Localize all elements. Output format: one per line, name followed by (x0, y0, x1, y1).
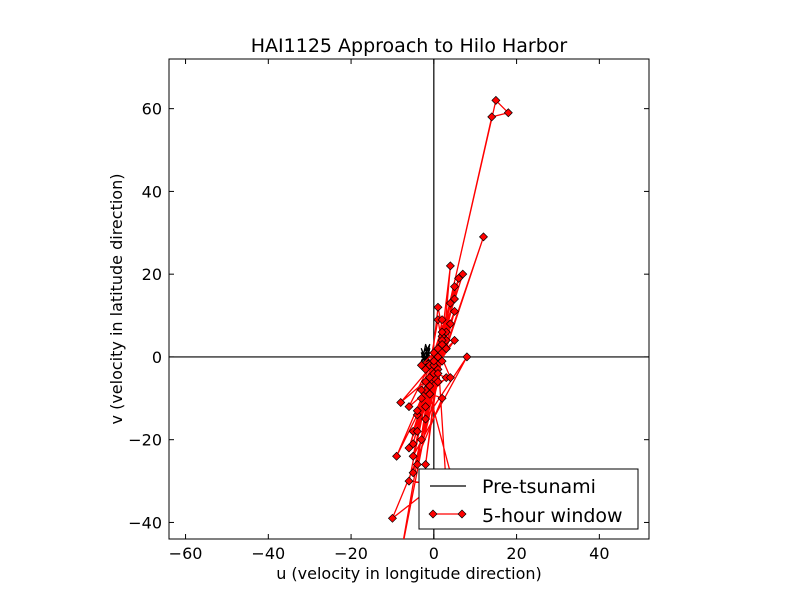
data-point-5-hour-window (433, 302, 443, 312)
data-point-5-hour-window (412, 406, 422, 416)
y-tick-label: −40 (128, 513, 162, 532)
data-point-5-hour-window (437, 315, 447, 325)
data-point-5-hour-window (445, 261, 455, 271)
x-tick-label: 20 (506, 544, 526, 563)
plot-area (168, 58, 650, 540)
y-tick-label: 20 (142, 265, 162, 284)
data-point-5-hour-window (408, 468, 418, 478)
data-point-5-hour-window (408, 451, 418, 461)
legend-marker-5-hour-window (428, 509, 438, 519)
legend: Pre-tsunami 5-hour window (418, 468, 639, 530)
data-point-5-hour-window (450, 306, 460, 316)
data-point-5-hour-window (412, 460, 422, 470)
data-point-5-hour-window (491, 95, 501, 105)
x-tick-label: 0 (429, 544, 439, 563)
data-point-5-hour-window (437, 393, 447, 403)
x-tick-label: −40 (251, 544, 285, 563)
data-point-5-hour-window (503, 108, 513, 118)
data-point-5-hour-window (421, 377, 431, 387)
legend-marker-5-hour-window (457, 509, 467, 519)
data-point-5-hour-window (397, 552, 405, 560)
data-point-5-hour-window (450, 335, 460, 345)
data-point-5-hour-window (392, 451, 402, 461)
y-tick-labels: −40 −20 0 20 40 60 (128, 100, 162, 533)
data-point-5-hour-window (396, 397, 406, 407)
data-point-5-hour-window (416, 385, 426, 395)
data-point-5-hour-window (478, 232, 488, 242)
data-point-5-hour-window (450, 282, 460, 292)
data-point-5-hour-window (412, 426, 422, 436)
data-point-5-hour-window (404, 476, 414, 486)
data-point-5-hour-window (462, 352, 472, 362)
x-tick-label: 40 (589, 544, 609, 563)
y-tick-label: 40 (142, 182, 162, 201)
data-point-5-hour-window (404, 402, 414, 412)
data-point-5-hour-window (425, 389, 435, 399)
x-tick-label: −20 (334, 544, 368, 563)
y-tick-label: −20 (128, 431, 162, 450)
legend-markers (428, 509, 467, 519)
data-point-5-hour-window (445, 319, 455, 329)
y-tick-label: 60 (142, 100, 162, 119)
legend-label-5-hour-window: 5-hour window (482, 505, 623, 527)
data-point-5-hour-window (421, 402, 431, 412)
x-tick-label: −60 (169, 544, 203, 563)
data-point-5-hour-window (487, 112, 497, 122)
data-point-5-hour-window (416, 393, 426, 403)
x-axis-label: u (velocity in longitude direction) (276, 564, 542, 583)
legend-box (418, 468, 639, 530)
chart-title: HAI1125 Approach to Hilo Harbor (251, 35, 568, 57)
y-axis-label: v (velocity in latitude direction) (107, 174, 126, 425)
data-point-5-hour-window (421, 414, 431, 424)
axis-ticks (169, 59, 649, 539)
y-tick-label: 0 (152, 348, 162, 367)
data-point-5-hour-window (408, 439, 418, 449)
data-point-5-hour-window (387, 513, 397, 523)
data-point-5-hour-window (445, 298, 455, 308)
legend-label-pre-tsunami: Pre-tsunami (482, 476, 596, 498)
data-point-5-hour-window (433, 352, 443, 362)
x-tick-labels: −60 −40 −20 0 20 40 (169, 544, 610, 563)
data-point-5-hour-window (445, 373, 455, 383)
data-point-5-hour-window (416, 360, 426, 370)
data-point-5-hour-window (416, 435, 426, 445)
data-point-5-hour-window (433, 377, 443, 387)
data-point-5-hour-window (454, 273, 464, 283)
